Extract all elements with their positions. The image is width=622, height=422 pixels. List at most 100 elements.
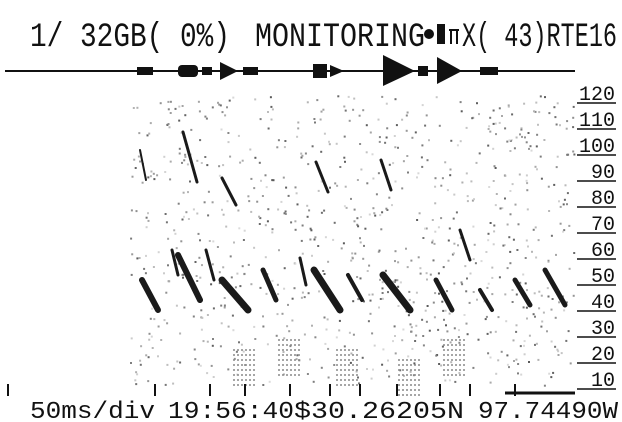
axis-label: 60 bbox=[591, 240, 615, 263]
noise-dot bbox=[300, 296, 303, 299]
noise-dot bbox=[135, 383, 138, 386]
noise-dot bbox=[301, 154, 304, 157]
noise-dot bbox=[264, 174, 267, 177]
noise-dot bbox=[494, 330, 497, 333]
noise-dot bbox=[160, 339, 163, 341]
noise-dot bbox=[219, 104, 222, 107]
noise-dot bbox=[146, 134, 149, 137]
noise-dot bbox=[130, 237, 133, 240]
noise-dot bbox=[546, 330, 548, 333]
noise-dot bbox=[366, 182, 369, 185]
noise-dot bbox=[227, 132, 230, 134]
noise-dot bbox=[526, 189, 529, 192]
noise-dot bbox=[237, 209, 240, 212]
noise-dot bbox=[356, 179, 359, 181]
noise-dot bbox=[301, 291, 304, 294]
noise-dot bbox=[515, 330, 518, 333]
noise-dot bbox=[327, 376, 330, 379]
noise-dot bbox=[218, 174, 221, 177]
noise-dot bbox=[453, 327, 456, 330]
noise-dot bbox=[525, 141, 528, 144]
axis-label: 50 bbox=[591, 266, 615, 289]
noise-dot bbox=[153, 178, 156, 181]
noise-dot bbox=[386, 209, 389, 211]
noise-dot bbox=[136, 373, 139, 376]
noise-dot bbox=[407, 314, 410, 317]
noise-dot bbox=[448, 312, 451, 315]
noise-dot bbox=[547, 295, 550, 298]
noise-dot bbox=[269, 96, 272, 99]
noise-dot bbox=[483, 300, 486, 303]
noise-dot bbox=[293, 287, 296, 290]
noise-dot bbox=[277, 293, 280, 296]
noise-dot bbox=[543, 139, 546, 141]
noise-dot bbox=[198, 256, 201, 259]
axis-label: 90 bbox=[591, 162, 615, 185]
noise-dot bbox=[472, 258, 475, 261]
noise-dot bbox=[271, 231, 274, 234]
noise-dot bbox=[262, 315, 264, 318]
noise-dot bbox=[343, 105, 346, 108]
noise-dot bbox=[164, 383, 167, 386]
noise-dot bbox=[449, 168, 452, 171]
noise-dot bbox=[206, 314, 209, 316]
call-marker bbox=[330, 65, 344, 77]
noise-dot bbox=[487, 352, 490, 355]
noise-dot bbox=[339, 166, 342, 168]
noise-dot bbox=[136, 106, 139, 109]
noise-dot bbox=[168, 126, 171, 129]
noise-dot bbox=[239, 285, 242, 288]
noise-dot bbox=[290, 221, 293, 224]
noise-dot bbox=[130, 337, 133, 340]
noise-dot bbox=[397, 146, 399, 149]
noise-dot bbox=[431, 241, 434, 244]
noise-dot bbox=[284, 140, 287, 142]
noise-dot bbox=[267, 111, 269, 113]
noise-dot bbox=[555, 123, 558, 126]
noise-dot bbox=[560, 352, 563, 355]
noise-dot bbox=[494, 167, 497, 169]
noise-dot bbox=[139, 160, 142, 163]
noise-dot bbox=[318, 290, 321, 293]
noise-dot bbox=[277, 139, 280, 142]
noise-dot bbox=[270, 105, 273, 108]
noise-dot bbox=[226, 106, 228, 109]
noise-dot bbox=[204, 115, 207, 118]
noise-dot bbox=[357, 298, 360, 301]
noise-dot bbox=[197, 363, 200, 366]
noise-dot bbox=[220, 128, 223, 131]
noise-dot bbox=[533, 292, 536, 295]
noise-dot bbox=[517, 223, 520, 226]
noise-dot bbox=[548, 372, 551, 375]
noise-dot bbox=[167, 264, 169, 267]
noise-dot bbox=[533, 110, 535, 113]
noise-dot bbox=[503, 244, 506, 246]
noise-dot bbox=[535, 342, 538, 345]
noise-dot bbox=[358, 114, 361, 117]
noise-dot bbox=[320, 110, 323, 113]
noise-dot bbox=[218, 103, 221, 106]
noise-dot bbox=[393, 325, 396, 328]
noise-dot bbox=[554, 116, 557, 119]
noise-dot bbox=[309, 227, 312, 230]
noise-dot bbox=[413, 362, 416, 365]
noise-dot bbox=[130, 209, 133, 212]
noise-dot bbox=[497, 359, 500, 362]
noise-dot bbox=[322, 270, 325, 272]
noise-dot bbox=[523, 102, 526, 105]
noise-dot bbox=[452, 252, 455, 255]
noise-dot bbox=[342, 242, 345, 245]
noise-dot bbox=[340, 247, 343, 250]
noise-dot bbox=[249, 148, 252, 151]
noise-dot bbox=[156, 174, 159, 177]
noise-dot bbox=[267, 208, 270, 211]
noise-dot bbox=[227, 325, 230, 328]
noise-dot bbox=[414, 131, 417, 134]
axis-label: 80 bbox=[591, 188, 615, 211]
noise-dot bbox=[494, 122, 497, 125]
noise-dot bbox=[491, 276, 494, 279]
storage-status: 1/ 32GB( 0%) bbox=[30, 19, 230, 57]
noise-dot bbox=[424, 227, 426, 230]
noise-dot bbox=[527, 132, 530, 134]
noise-dot bbox=[394, 281, 396, 283]
